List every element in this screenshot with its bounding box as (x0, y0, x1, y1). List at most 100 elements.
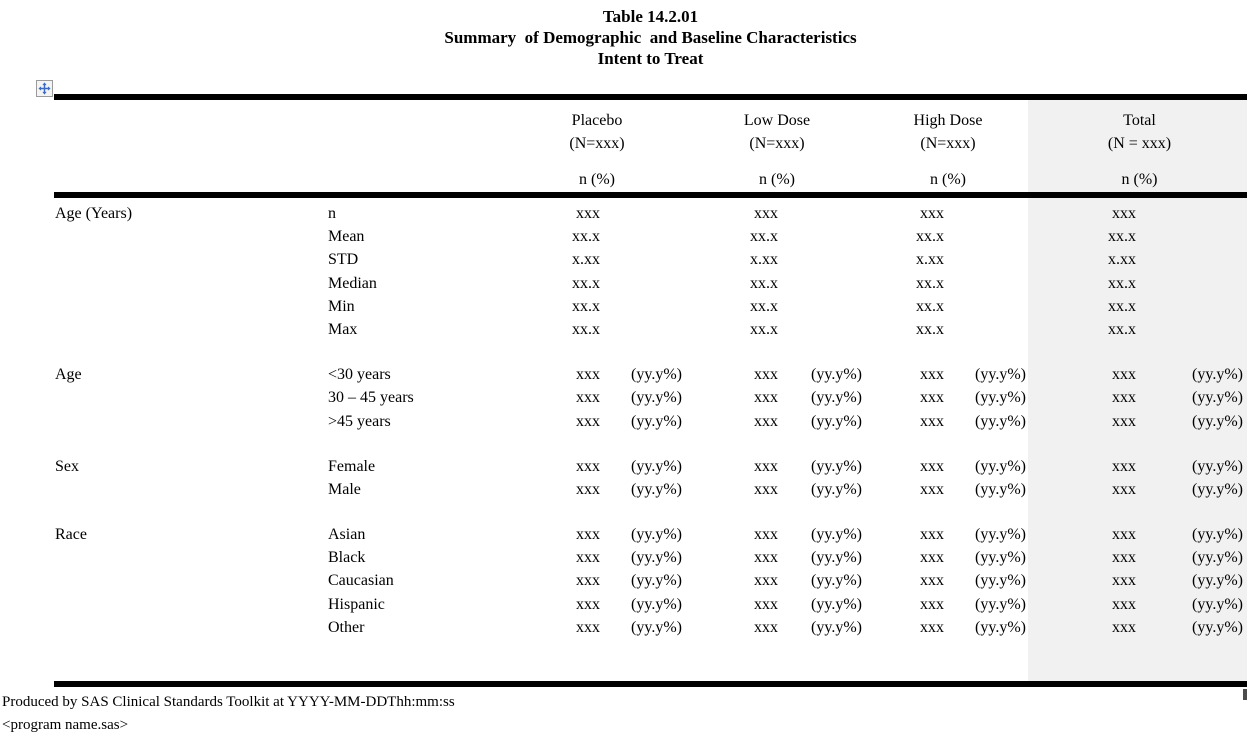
table-row: Min xx.x xx.x xx.x xx.x (54, 295, 1247, 318)
level-cell: Caucasian (328, 572, 394, 590)
pct-cell: (yy.y%) (631, 389, 682, 407)
value-cell: xx.x (750, 320, 778, 338)
column-header-total: Total (N = xxx) n (%) (1026, 100, 1243, 192)
level-cell: STD (328, 251, 359, 269)
value-cell: xxx (576, 205, 600, 222)
pct-cell: (yy.y%) (975, 618, 1026, 636)
value-cell: xxx (754, 480, 778, 498)
level-cell: Mean (328, 228, 365, 246)
table-move-handle-icon[interactable] (36, 80, 53, 97)
pct-cell: (yy.y%) (975, 572, 1026, 590)
move-cross-icon (38, 82, 51, 95)
table-resize-handle[interactable] (1243, 689, 1247, 700)
value-cell: xxx (754, 526, 778, 544)
value-cell: xxx (754, 205, 778, 222)
level-cell: >45 years (328, 412, 391, 430)
level-cell: <30 years (328, 366, 391, 384)
pct-cell: (yy.y%) (975, 457, 1026, 475)
pct-cell: (yy.y%) (811, 618, 862, 636)
pct-cell (778, 225, 862, 248)
pct-cell: (yy.y%) (631, 366, 682, 384)
pct-cell (1136, 202, 1243, 225)
column-gap (682, 386, 696, 409)
value-cell: xxx (576, 389, 600, 407)
value-cell: xx.x (750, 274, 778, 292)
table-row: >45 years xxx (yy.y%) xxx (yy.y%) xxx (y… (54, 410, 1247, 433)
value-cell: xxx (1112, 205, 1136, 222)
pct-cell (600, 248, 682, 271)
level-cell: Hispanic (328, 595, 385, 613)
value-cell: xxx (576, 595, 600, 613)
column-gap (682, 363, 696, 386)
value-cell: xxx (754, 366, 778, 384)
pct-cell (778, 202, 862, 225)
pct-cell: (yy.y%) (1192, 595, 1243, 613)
pct-cell: (yy.y%) (975, 480, 1026, 498)
level-cell: Median (328, 274, 377, 292)
level-cell: Asian (328, 526, 366, 544)
value-cell: xxx (920, 549, 944, 567)
category-cell (54, 272, 328, 295)
page-footer: Produced by SAS Clinical Standards Toolk… (2, 691, 455, 736)
value-cell: xxx (1112, 549, 1136, 567)
value-cell: xxx (754, 572, 778, 590)
category-cell: Race (55, 526, 87, 544)
pct-cell: (yy.y%) (975, 526, 1026, 544)
value-cell: xx.x (572, 297, 600, 315)
column-gap (682, 225, 696, 248)
value-cell: xx.x (572, 274, 600, 292)
pct-cell: (yy.y%) (811, 549, 862, 567)
pct-cell: (yy.y%) (975, 549, 1026, 567)
group-spacer (54, 433, 1247, 455)
pct-cell: (yy.y%) (811, 480, 862, 498)
pct-cell: (yy.y%) (631, 595, 682, 613)
value-cell: xxx (754, 457, 778, 475)
value-cell: xxx (1112, 389, 1136, 407)
pct-cell: (yy.y%) (1192, 480, 1243, 498)
category-cell (54, 593, 328, 616)
level-cell: 30 – 45 years (328, 389, 414, 407)
category-cell: Sex (55, 457, 79, 475)
pct-cell (600, 202, 682, 225)
category-cell (54, 616, 328, 639)
value-cell: xx.x (750, 297, 778, 315)
pct-cell: (yy.y%) (1192, 526, 1243, 544)
category-cell: Age (Years) (55, 205, 133, 222)
column-gap (682, 616, 696, 639)
pct-cell (944, 295, 1026, 318)
pct-cell (778, 248, 862, 271)
value-cell: xxx (1112, 480, 1136, 498)
pct-cell: (yy.y%) (811, 366, 862, 384)
value-cell: xxx (920, 389, 944, 407)
value-cell: xxx (1112, 526, 1136, 544)
column-gap (682, 295, 696, 318)
title-population: Intent to Treat (597, 49, 704, 68)
value-cell: x.xx (1108, 251, 1136, 269)
pct-cell (1136, 248, 1243, 271)
value-cell: xxx (920, 366, 944, 384)
column-gap (682, 202, 696, 225)
table-row: STD x.xx x.xx x.xx x.xx (54, 248, 1247, 271)
value-cell: xxx (754, 618, 778, 636)
column-gap (682, 523, 696, 546)
pct-cell (944, 272, 1026, 295)
pct-cell (1136, 225, 1243, 248)
value-cell: xxx (576, 412, 600, 430)
value-cell: xxx (1112, 457, 1136, 475)
pct-cell (1136, 272, 1243, 295)
value-cell: xxx (920, 595, 944, 613)
pct-cell: (yy.y%) (631, 412, 682, 430)
value-cell: xxx (920, 618, 944, 636)
value-cell: xx.x (1108, 274, 1136, 292)
footer-program-name: <program name.sas> (2, 716, 129, 733)
value-cell: xx.x (916, 297, 944, 315)
pct-cell: (yy.y%) (631, 526, 682, 544)
column-gap (682, 546, 696, 569)
pct-cell: (yy.y%) (1192, 572, 1243, 590)
table-row: Sex Female xxx (yy.y%) xxx (yy.y%) xxx (… (54, 455, 1247, 478)
value-cell: xx.x (1108, 228, 1136, 246)
pct-cell: (yy.y%) (811, 572, 862, 590)
category-cell (54, 546, 328, 569)
column-gap (682, 248, 696, 271)
table-header-rule (54, 192, 1247, 198)
